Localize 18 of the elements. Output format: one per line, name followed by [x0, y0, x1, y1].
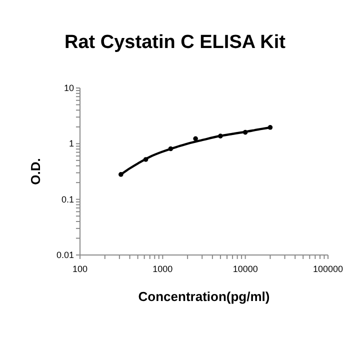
point: [218, 134, 223, 138]
y-axis-title: O.D.: [28, 158, 43, 185]
x-tick-label: 100: [72, 264, 88, 274]
y-tick-label: 0.1: [61, 194, 74, 204]
y-tick-label: 10: [64, 83, 74, 93]
x-tick-label: 1000: [152, 264, 173, 274]
point: [118, 172, 124, 177]
y-tick-label: 0.01: [56, 250, 74, 260]
x-axis-title: Concentration(pg/ml): [138, 289, 270, 304]
y-tick-label: 1: [68, 138, 74, 149]
chart-title: Rat Cystatin C ELISA Kit: [64, 32, 286, 53]
x-tick-label: 10000: [232, 264, 258, 274]
point: [168, 146, 174, 152]
point: [193, 136, 198, 142]
x-tick-label: 100000: [312, 264, 344, 274]
point: [242, 130, 248, 135]
point: [143, 157, 148, 162]
point: [268, 125, 273, 130]
